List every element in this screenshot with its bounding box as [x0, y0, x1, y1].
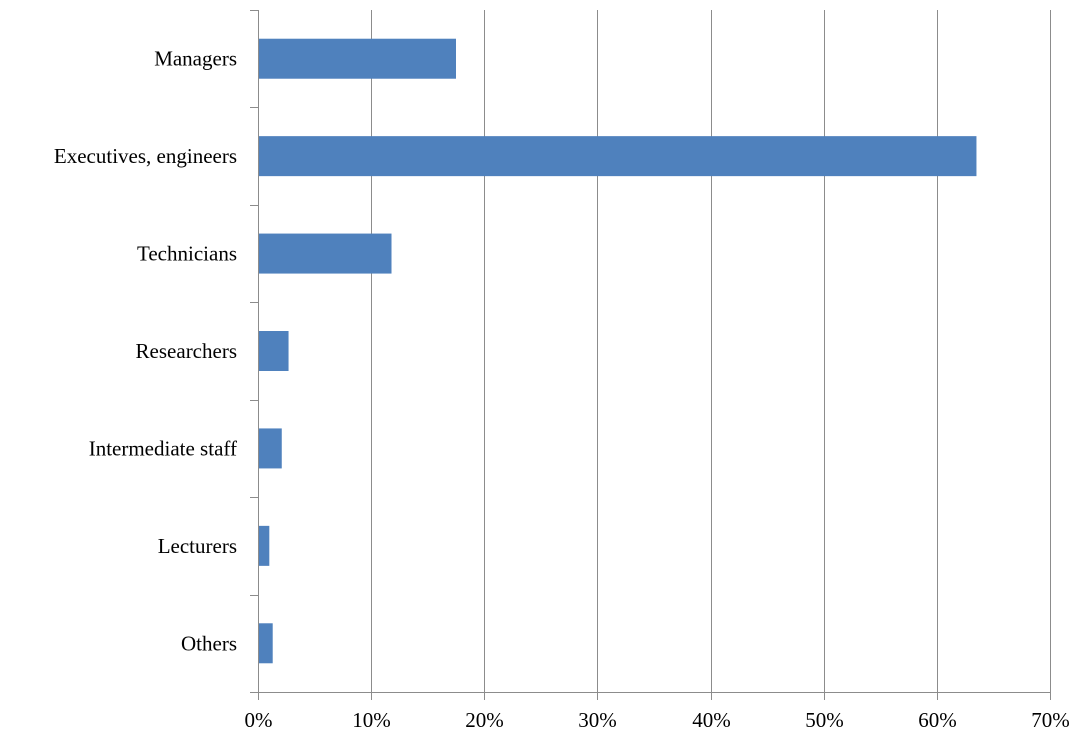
y-category-label: Managers — [154, 47, 237, 71]
y-category-label: Technicians — [137, 242, 237, 266]
y-category-label: Researchers — [136, 339, 237, 363]
bar — [259, 136, 977, 177]
y-category-label: Executives, engineers — [54, 144, 237, 168]
tick-labels: 0% 10% 20% 30% 40% 50% 60% 70% Managers Executive… — [54, 47, 1070, 732]
gridlines — [371, 10, 1051, 692]
bar — [259, 331, 289, 371]
bar — [259, 233, 392, 274]
y-category-label: Others — [181, 631, 237, 655]
x-tick-label: 30% — [578, 708, 617, 732]
y-category-label: Intermediate staff — [89, 436, 237, 460]
y-category-label: Lecturers — [158, 534, 237, 558]
bar — [259, 623, 273, 664]
bar — [259, 38, 456, 79]
bars — [259, 38, 977, 664]
x-tick-label: 40% — [692, 708, 731, 732]
axes — [250, 10, 1051, 700]
x-tick-label: 70% — [1031, 708, 1070, 732]
x-tick-label: 50% — [805, 708, 844, 732]
x-tick-label: 20% — [465, 708, 504, 732]
x-tick-label: 0% — [245, 708, 273, 732]
bar — [259, 525, 270, 566]
x-tick-label: 10% — [352, 708, 391, 732]
bar — [259, 428, 282, 469]
x-tick-label: 60% — [918, 708, 957, 732]
